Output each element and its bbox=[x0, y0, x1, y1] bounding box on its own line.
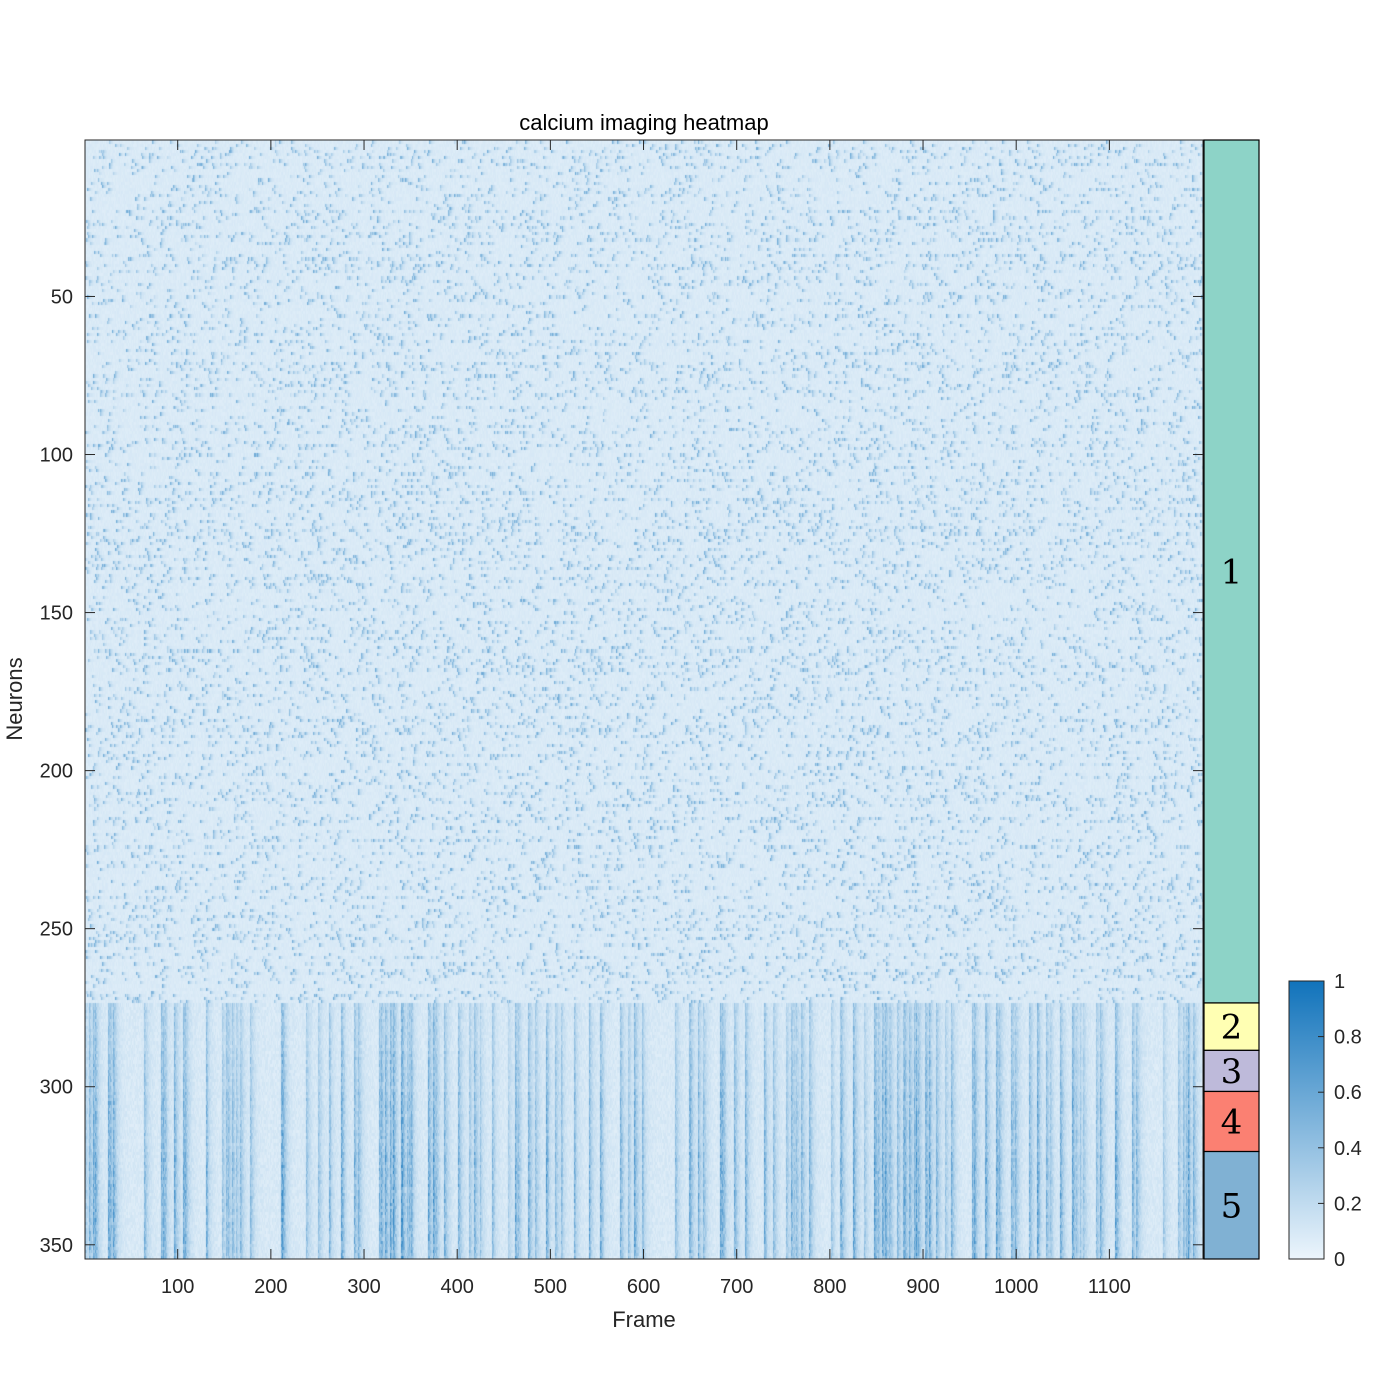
y-tick-label: 50 bbox=[51, 286, 73, 308]
x-axis: 100 200 300 400 500 600 700 800 900 1000 1100 bbox=[161, 140, 1131, 1298]
colorbar-tick-label: 0.6 bbox=[1334, 1082, 1362, 1104]
cluster-label-1: 1 bbox=[1221, 552, 1243, 592]
colorbar: 0 0.2 0.4 0.6 0.8 1 bbox=[1288, 971, 1362, 1271]
cluster-block-3 bbox=[1203, 1049, 1260, 1093]
x-tick-label: 400 bbox=[441, 1276, 474, 1298]
y-axis-title: Neurons bbox=[2, 657, 27, 740]
x-tick-label: 100 bbox=[161, 1276, 194, 1298]
colorbar-tick-label: 0.2 bbox=[1334, 1193, 1362, 1215]
colorbar-gradient bbox=[1288, 980, 1325, 1260]
colorbar-tick-label: 0.4 bbox=[1334, 1138, 1362, 1160]
heatmap-image bbox=[85, 140, 1203, 1259]
x-tick-label: 700 bbox=[720, 1276, 753, 1298]
x-tick-label: 1100 bbox=[1088, 1276, 1131, 1298]
x-tick-label: 300 bbox=[347, 1276, 380, 1298]
y-tick-label: 300 bbox=[40, 1077, 73, 1099]
x-tick-label: 200 bbox=[254, 1276, 287, 1298]
colorbar-tick-label: 1 bbox=[1334, 971, 1345, 993]
y-tick-label: 200 bbox=[40, 761, 73, 783]
cluster-label-2: 2 bbox=[1221, 1008, 1243, 1048]
cluster-block-5 bbox=[1203, 1150, 1260, 1260]
cluster-label-3: 3 bbox=[1221, 1052, 1243, 1092]
y-tick-label: 350 bbox=[40, 1235, 73, 1257]
y-tick-label: 250 bbox=[40, 919, 73, 941]
cluster-block-2 bbox=[1203, 1002, 1260, 1051]
x-axis-title: Frame bbox=[612, 1307, 676, 1332]
cluster-block-4 bbox=[1203, 1090, 1260, 1153]
colorbar-tick-label: 0 bbox=[1334, 1249, 1345, 1271]
cluster-label-4: 4 bbox=[1221, 1102, 1243, 1142]
x-tick-label: 600 bbox=[627, 1276, 660, 1298]
colorbar-tick-label: 0.8 bbox=[1334, 1027, 1362, 1049]
x-tick-label: 900 bbox=[906, 1276, 939, 1298]
cluster-block-1 bbox=[1203, 139, 1260, 1004]
x-tick-label: 500 bbox=[534, 1276, 567, 1298]
y-tick-label: 150 bbox=[40, 603, 73, 625]
chart-title: calcium imaging heatmap bbox=[519, 110, 768, 135]
x-tick-label: 1000 bbox=[994, 1276, 1039, 1298]
y-axis: 50 100 150 200 250 300 350 bbox=[40, 286, 1203, 1257]
y-tick-label: 100 bbox=[40, 445, 73, 467]
heatmap-image-container bbox=[85, 140, 1203, 1259]
cluster-label-5: 5 bbox=[1221, 1186, 1243, 1226]
x-tick-label: 800 bbox=[813, 1276, 846, 1298]
